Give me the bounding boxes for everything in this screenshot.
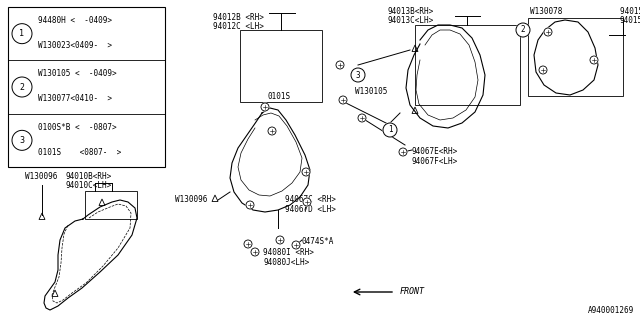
Text: 0101S: 0101S xyxy=(268,92,291,101)
Circle shape xyxy=(261,103,269,111)
Text: 3: 3 xyxy=(19,136,24,145)
Circle shape xyxy=(302,168,310,176)
Text: W130105 <  -0409>: W130105 < -0409> xyxy=(38,69,116,78)
Text: 94013B<RH>: 94013B<RH> xyxy=(388,7,435,16)
Text: 0474S*A: 0474S*A xyxy=(302,237,334,246)
Bar xyxy=(528,18,623,96)
Text: 94010C<LH>: 94010C<LH> xyxy=(66,181,112,190)
Circle shape xyxy=(12,24,32,44)
Circle shape xyxy=(303,198,311,206)
Text: W130105: W130105 xyxy=(355,87,387,96)
Text: W130078: W130078 xyxy=(530,7,563,16)
Text: 2: 2 xyxy=(19,83,24,92)
Text: 1: 1 xyxy=(388,125,392,134)
Circle shape xyxy=(339,96,347,104)
Text: 94080J<LH>: 94080J<LH> xyxy=(263,258,309,267)
Circle shape xyxy=(246,201,254,209)
Text: 0100S*B <  -0807>: 0100S*B < -0807> xyxy=(38,123,116,132)
Text: FRONT: FRONT xyxy=(400,287,425,297)
Text: 94067C <RH>: 94067C <RH> xyxy=(285,195,336,204)
Text: W130096: W130096 xyxy=(175,195,207,204)
Circle shape xyxy=(336,61,344,69)
Text: W130096: W130096 xyxy=(25,172,58,181)
Text: 94015A<LH>: 94015A<LH> xyxy=(620,16,640,25)
Bar xyxy=(240,30,322,102)
Bar xyxy=(85,191,137,219)
Circle shape xyxy=(292,241,300,249)
Bar xyxy=(415,25,520,105)
Text: 94067D <LH>: 94067D <LH> xyxy=(285,205,336,214)
Text: 0101S    <0807-  >: 0101S <0807- > xyxy=(38,148,121,156)
Circle shape xyxy=(383,123,397,137)
Text: W130023<0409-  >: W130023<0409- > xyxy=(38,41,112,50)
Circle shape xyxy=(351,68,365,82)
Text: 94067F<LH>: 94067F<LH> xyxy=(412,157,458,166)
Circle shape xyxy=(399,148,407,156)
Text: 94067E<RH>: 94067E<RH> xyxy=(412,147,458,156)
Text: 3: 3 xyxy=(356,70,360,79)
Text: 94080I <RH>: 94080I <RH> xyxy=(263,248,314,257)
Text: 94012C <LH>: 94012C <LH> xyxy=(213,22,264,31)
Circle shape xyxy=(244,240,252,248)
Text: A940001269: A940001269 xyxy=(588,306,634,315)
Circle shape xyxy=(358,114,366,122)
Text: 94012B <RH>: 94012B <RH> xyxy=(213,13,264,22)
Text: 94013C<LH>: 94013C<LH> xyxy=(388,16,435,25)
Text: 94480H <  -0409>: 94480H < -0409> xyxy=(38,16,112,25)
Circle shape xyxy=(268,127,276,135)
Bar xyxy=(8,7,165,167)
Circle shape xyxy=(12,130,32,150)
Circle shape xyxy=(12,77,32,97)
Text: 94010B<RH>: 94010B<RH> xyxy=(66,172,112,181)
Circle shape xyxy=(516,23,530,37)
Circle shape xyxy=(544,28,552,36)
Circle shape xyxy=(590,56,598,64)
Circle shape xyxy=(251,248,259,256)
Text: 2: 2 xyxy=(521,26,525,35)
Circle shape xyxy=(276,236,284,244)
Circle shape xyxy=(539,66,547,74)
Text: W130077<0410-  >: W130077<0410- > xyxy=(38,94,112,103)
Text: 94015  <RH>: 94015 <RH> xyxy=(620,7,640,16)
Text: 1: 1 xyxy=(19,29,24,38)
